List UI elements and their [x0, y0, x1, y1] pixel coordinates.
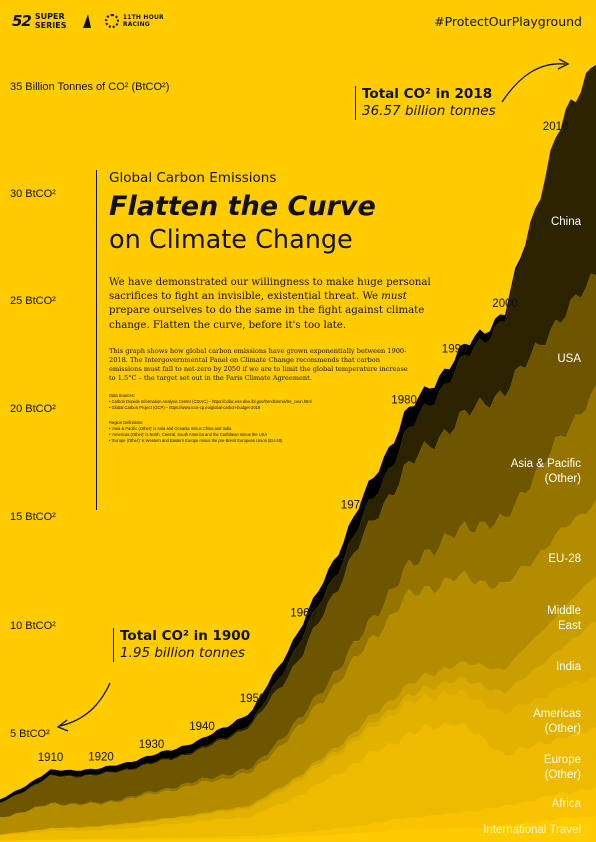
decade-label-1980: 1980: [391, 395, 417, 407]
decade-label-2010: 2010: [543, 121, 569, 133]
region-definitions: Region Definitions: • 'Asia & Pacific (O…: [109, 419, 283, 443]
y-tick-label: 25 BtCO²: [10, 295, 56, 307]
lead-paragraph: We have demonstrated our willingness to …: [109, 277, 431, 331]
decade-label-1940: 1940: [189, 721, 215, 733]
logo-bar: 52 SUPER SERIES 11TH HOUR RACING: [12, 12, 183, 30]
series-label-india: India: [556, 661, 581, 673]
series-label-asia-pacific: Asia & Pacific (Other): [510, 458, 581, 485]
decade-label-1920: 1920: [88, 751, 114, 763]
intro-text-block: Global Carbon Emissions Flatten the Curv…: [96, 170, 449, 510]
kicker: Global Carbon Emissions: [109, 170, 277, 186]
curved-arrow-end: [501, 58, 570, 103]
series-label-middle-east: Middle East: [547, 605, 581, 632]
area-international-travel: [0, 815, 596, 842]
area-usa: [0, 273, 596, 818]
callout-2018: Total CO² in 2018 36.57 billion tonnes: [355, 86, 496, 120]
area-china: [0, 66, 596, 804]
circle-dots-icon: [104, 14, 119, 28]
decade-label-1910: 1910: [38, 752, 64, 764]
title-line-2: on Climate Change: [109, 225, 353, 255]
data-sources: Data Sources: • Carbon Dioxide Informati…: [109, 392, 312, 410]
decade-label-1930: 1930: [139, 739, 165, 751]
area-eu-28: [0, 500, 596, 835]
series-label-europe-other: Europe (Other): [543, 754, 581, 781]
decade-label-1990: 1990: [442, 343, 468, 355]
chart-areas: [0, 64, 596, 842]
series-label-usa: USA: [557, 353, 581, 365]
series-label-china: China: [550, 216, 581, 228]
decade-label-2000: 2000: [492, 298, 518, 310]
series-label-eu28: EU-28: [548, 553, 581, 565]
y-tick-label: 5 BtCO²: [10, 728, 50, 740]
hashtag: #ProtectOurPlayground: [434, 14, 582, 29]
sail-icon: [82, 14, 91, 28]
y-tick-label: 20 BtCO²: [10, 403, 56, 415]
callout-1900: Total CO² in 1900 1.95 billion tonnes: [113, 628, 250, 662]
body-paragraph: This graph shows how global carbon emiss…: [109, 346, 408, 383]
eleventh-hour-racing-logo: 11TH HOUR RACING: [104, 14, 183, 28]
area-africa: [0, 785, 596, 841]
y-tick-label: 30 BtCO²: [10, 188, 56, 200]
decade-label-1950: 1950: [240, 693, 266, 705]
series-label-americas: Americas (Other): [533, 708, 581, 735]
title-line-1: Flatten the Curve: [109, 191, 376, 222]
y-tick-label: 35 Billion Tonnes of CO² (BtCO²): [10, 81, 170, 93]
series-label-africa: Africa: [551, 798, 581, 810]
curved-arrow-start: [56, 682, 111, 732]
y-tick-label: 15 BtCO²: [10, 511, 56, 523]
series-label-international: International Travel: [483, 824, 581, 836]
decade-label-1960: 1960: [290, 608, 316, 620]
decade-label-1970: 1970: [341, 500, 367, 512]
area-americas-other: [0, 677, 596, 836]
super-series-logo: 52 SUPER SERIES: [12, 12, 91, 30]
area-europe-other: [0, 722, 596, 841]
y-tick-label: 10 BtCO²: [10, 620, 56, 632]
decade-labels: 1910 1920 1930 1940 1950 1960 1970 1980 1990 2000…: [38, 121, 569, 764]
